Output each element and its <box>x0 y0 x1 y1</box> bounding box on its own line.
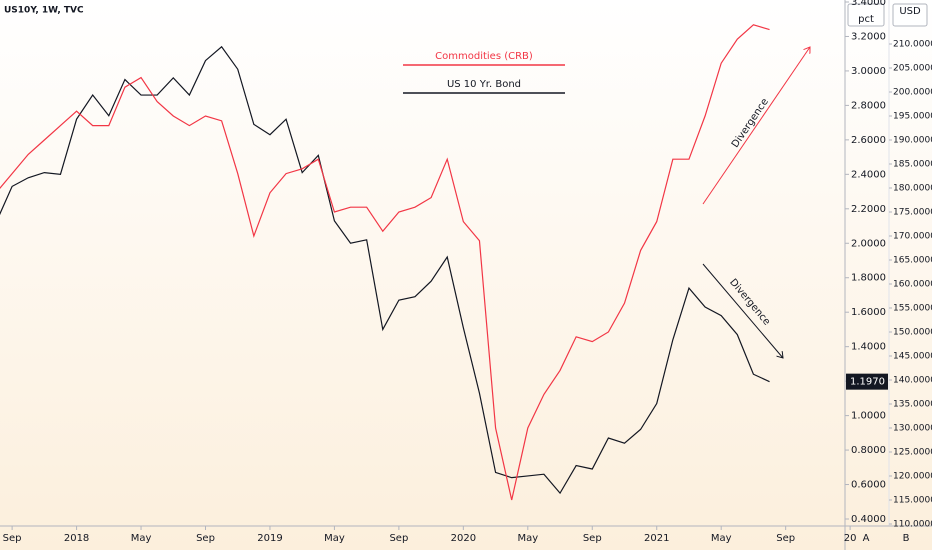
y-tick-label: 2.0000 <box>851 238 886 249</box>
x-tick-label: 20 <box>844 533 857 544</box>
y2-tick-label: 185.0000 <box>893 160 932 170</box>
y2-tick-label: 145.0000 <box>893 352 932 362</box>
last-value-label: 1.1970 <box>850 377 885 388</box>
last-value-box <box>846 373 888 390</box>
y2-tick-label: 180.0000 <box>893 184 932 194</box>
y2-tick-label: 195.0000 <box>893 112 932 122</box>
y2-tick-label: 125.0000 <box>893 448 932 458</box>
y2-tick-label: 210.0000 <box>893 40 932 50</box>
y-tick-label: 1.4000 <box>851 342 886 353</box>
y2-tick-label: 175.0000 <box>893 208 932 218</box>
legend-label: Commodities (CRB) <box>435 51 533 62</box>
x-tick-label: 2019 <box>257 533 282 544</box>
y2-tick-label: 120.0000 <box>893 472 932 482</box>
arrow <box>702 47 810 205</box>
y2-tick-label: 165.0000 <box>893 256 932 266</box>
y-tick-label: 0.4000 <box>851 514 886 525</box>
y2-tick-label: 150.0000 <box>893 328 932 338</box>
y2-tick-label: 140.0000 <box>893 376 932 386</box>
y2-tick-label: 190.0000 <box>893 136 932 146</box>
y2-tick-label: 135.0000 <box>893 400 932 410</box>
y2-tick-label: 130.0000 <box>893 424 932 434</box>
y2-tick-label: 170.0000 <box>893 232 932 242</box>
y-tick-label: 2.2000 <box>851 204 886 215</box>
x-tick-label: Sep <box>389 533 408 544</box>
series-line <box>0 24 770 501</box>
unit-label: pct <box>858 14 874 25</box>
x-tick-label: May <box>517 533 538 544</box>
y-tick-label: 1.8000 <box>851 273 886 284</box>
x-tick-label: May <box>711 533 732 544</box>
y-tick-label: 1.0000 <box>851 411 886 422</box>
y-tick-label: 1.6000 <box>851 307 886 318</box>
x-tick-label: Sep <box>196 533 215 544</box>
y-tick-label: 0.8000 <box>851 445 886 456</box>
y-tick-label: 2.8000 <box>851 100 886 111</box>
y2-tick-label: 160.0000 <box>893 280 932 290</box>
y-tick-label: 2.6000 <box>851 135 886 146</box>
chart-title: US10Y, 1W, TVC <box>4 6 84 16</box>
y2-tick-label: 115.0000 <box>893 496 932 506</box>
y-tick-label: 2.4000 <box>851 169 886 180</box>
x-tick-label: Sep <box>583 533 602 544</box>
x-tick-label: 2020 <box>451 533 476 544</box>
x-tick-label: Sep <box>3 533 22 544</box>
unit-box <box>892 3 928 27</box>
arrow <box>702 263 783 358</box>
x-tick-label: May <box>324 533 345 544</box>
x-tick-label: Sep <box>776 533 795 544</box>
series-line <box>0 45 770 495</box>
y-tick-label: 3.0000 <box>851 66 886 77</box>
y2-tick-label: 155.0000 <box>893 304 932 314</box>
y-tick-label: 0.6000 <box>851 480 886 491</box>
x-tick-label: May <box>131 533 152 544</box>
unit-label: USD <box>899 6 921 17</box>
x-tick-label: 2021 <box>644 533 669 544</box>
y-tick-label: 3.4000 <box>851 0 886 8</box>
x-tick-label: 2018 <box>64 533 89 544</box>
y2-tick-label: 200.0000 <box>893 88 932 98</box>
y2-tick-label: 110.0000 <box>893 520 932 530</box>
y2-tick-label: 205.0000 <box>893 64 932 74</box>
corner-label: A <box>863 533 870 544</box>
legend-label: US 10 Yr. Bond <box>447 79 521 90</box>
y-tick-label: 3.2000 <box>851 31 886 42</box>
unit-box <box>847 3 885 27</box>
plot <box>0 24 770 501</box>
corner-label: B <box>903 533 910 544</box>
